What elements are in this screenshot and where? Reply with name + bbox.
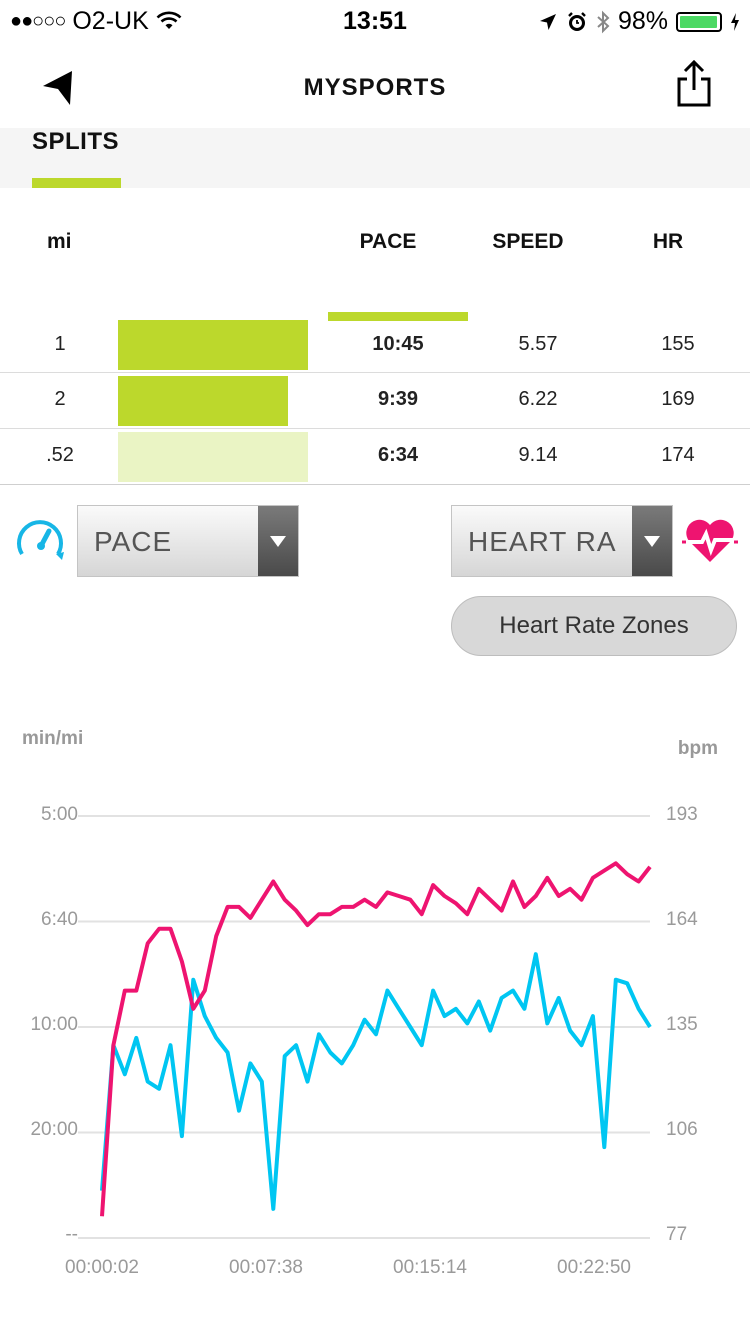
column-header-hr: HR [652, 230, 684, 253]
right-metric-value: HEART RA [468, 526, 617, 557]
status-bar: ●●○○○ O2-UK 13:51 98% [0, 0, 750, 44]
status-time: 13:51 [343, 7, 407, 35]
y-left-tick: 20:00 [30, 1119, 78, 1140]
speedometer-icon [17, 520, 64, 560]
bluetooth-icon [597, 10, 610, 33]
heart-rate-line [100, 861, 652, 1217]
right-metric-select[interactable]: HEART RA [451, 505, 673, 577]
pace-heart-rate-chart [78, 815, 652, 1239]
y-left-axis-label: min/mi [22, 728, 84, 749]
y-left-tick: 10:00 [30, 1014, 78, 1035]
y-right-tick: 164 [666, 909, 698, 930]
split-pace-bar [118, 432, 308, 482]
pace-line [100, 952, 652, 1211]
split-pace: 10:45 [372, 333, 424, 355]
x-tick: 00:22:50 [557, 1257, 631, 1278]
pace-column-indicator [328, 312, 468, 321]
battery-percent: 98% [617, 7, 668, 35]
split-hr: 169 [661, 388, 695, 410]
x-tick: 00:00:02 [65, 1257, 139, 1278]
split-pace-bar [118, 320, 308, 370]
y-right-tick: 77 [666, 1224, 688, 1245]
split-speed: 9.14 [518, 444, 558, 466]
y-left-tick: -- [65, 1224, 78, 1245]
chevron-down-icon [258, 506, 298, 576]
split-mile: 1 [54, 333, 66, 355]
split-speed: 5.57 [518, 333, 558, 355]
heart-rate-icon [682, 519, 738, 562]
share-icon[interactable] [672, 60, 716, 108]
split-hr: 174 [661, 444, 695, 466]
alarm-icon [568, 11, 586, 31]
split-mile: 2 [54, 388, 66, 410]
y-left-tick: 6:40 [41, 909, 78, 930]
split-hr: 155 [661, 333, 695, 355]
wifi-icon [156, 11, 182, 29]
column-header-pace: PACE [359, 230, 417, 253]
back-arrow-icon[interactable] [40, 68, 80, 108]
section-divider [0, 484, 750, 485]
split-pace-bar [118, 376, 288, 426]
x-tick: 00:15:14 [393, 1257, 467, 1278]
y-left-tick: 5:00 [41, 804, 78, 825]
row-divider [0, 428, 750, 429]
carrier-name: O2-UK [72, 7, 149, 35]
row-divider [0, 372, 750, 373]
location-arrow-icon [539, 13, 556, 30]
split-pace: 9:39 [377, 388, 419, 410]
left-metric-value: PACE [94, 526, 173, 557]
splits-title[interactable]: SPLITS [32, 128, 120, 155]
split-speed: 6.22 [518, 388, 558, 410]
splits-tab-indicator [32, 178, 121, 188]
charging-bolt-icon [731, 12, 739, 31]
y-right-axis-label: bpm [677, 738, 718, 759]
heart-rate-zones-button[interactable]: Heart Rate Zones [451, 596, 737, 656]
carrier-info: ●●○○○ O2-UK [10, 7, 182, 36]
left-metric-select[interactable]: PACE [77, 505, 299, 577]
split-pace: 6:34 [377, 444, 419, 466]
nav-bar: MYSPORTS [0, 44, 750, 130]
split-mile: .52 [46, 444, 74, 466]
column-header-unit: mi [47, 230, 72, 253]
column-header-speed: SPEED [492, 230, 564, 253]
y-right-tick: 193 [666, 804, 698, 825]
page-title: MYSPORTS [303, 74, 447, 101]
x-tick: 00:07:38 [229, 1257, 303, 1278]
splits-section-header: SPLITS [0, 128, 750, 188]
y-right-tick: 135 [666, 1014, 698, 1035]
chevron-down-icon [632, 506, 672, 576]
y-right-tick: 106 [666, 1119, 698, 1140]
battery-icon [676, 11, 722, 32]
signal-strength-icon: ●●○○○ [10, 10, 66, 32]
